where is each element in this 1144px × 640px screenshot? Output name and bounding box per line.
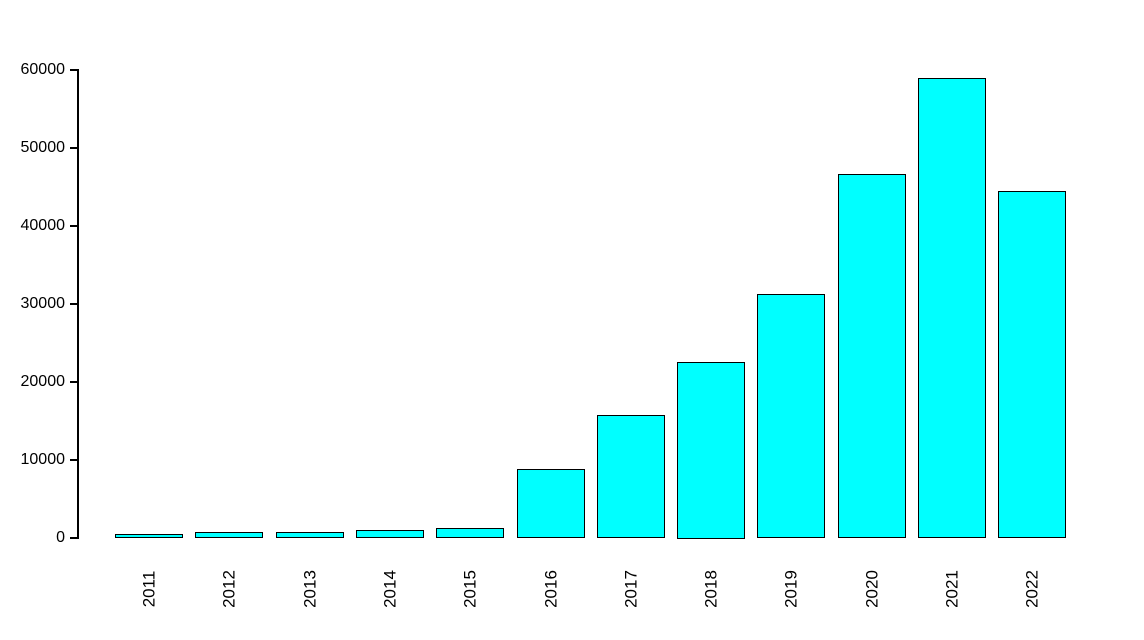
y-axis-tick-label: 50000 — [20, 139, 66, 156]
y-axis-tick-label: 30000 — [20, 295, 66, 312]
x-axis-label-2018: 2018 — [701, 570, 721, 608]
x-axis-label-2021: 2021 — [942, 570, 962, 608]
x-axis-label-2015: 2015 — [460, 570, 480, 608]
x-axis-label-2020: 2020 — [862, 570, 882, 608]
y-axis-tick — [70, 303, 77, 305]
y-axis-tick — [70, 69, 77, 71]
bar-2018 — [677, 361, 746, 539]
bar-2012 — [195, 531, 264, 539]
x-axis-label-2017: 2017 — [621, 570, 641, 608]
bar-2013 — [275, 532, 344, 539]
bar-2020 — [837, 174, 906, 539]
x-axis-label-2019: 2019 — [781, 570, 801, 608]
y-axis-tick-label: 40000 — [20, 217, 66, 234]
x-axis-label-2013: 2013 — [300, 570, 320, 608]
y-axis-tick-label: 20000 — [20, 373, 66, 390]
bar-2017 — [596, 415, 665, 539]
x-axis-label-2011: 2011 — [139, 570, 159, 608]
bar-2016 — [516, 469, 585, 539]
x-axis-label-2022: 2022 — [1022, 570, 1042, 608]
y-axis-tick — [70, 459, 77, 461]
bar-2022 — [998, 191, 1067, 539]
bar-2011 — [115, 533, 183, 539]
y-axis-tick — [70, 381, 77, 383]
bar-2021 — [918, 78, 986, 539]
y-axis-tick — [70, 537, 77, 539]
y-axis-tick-label: 0 — [56, 529, 65, 546]
x-axis-label-2016: 2016 — [541, 570, 560, 608]
y-axis-tick — [70, 225, 77, 227]
y-axis-tick-label: 60000 — [20, 61, 66, 78]
x-axis-label-2012: 2012 — [219, 570, 239, 608]
bar-2019 — [757, 293, 826, 539]
bar-2014 — [355, 529, 424, 539]
y-axis-line — [77, 69, 79, 539]
bar-2015 — [436, 528, 505, 539]
y-axis-tick — [70, 147, 77, 149]
y-axis-tick-label: 10000 — [20, 451, 66, 468]
x-axis-label-2014: 2014 — [380, 570, 400, 608]
